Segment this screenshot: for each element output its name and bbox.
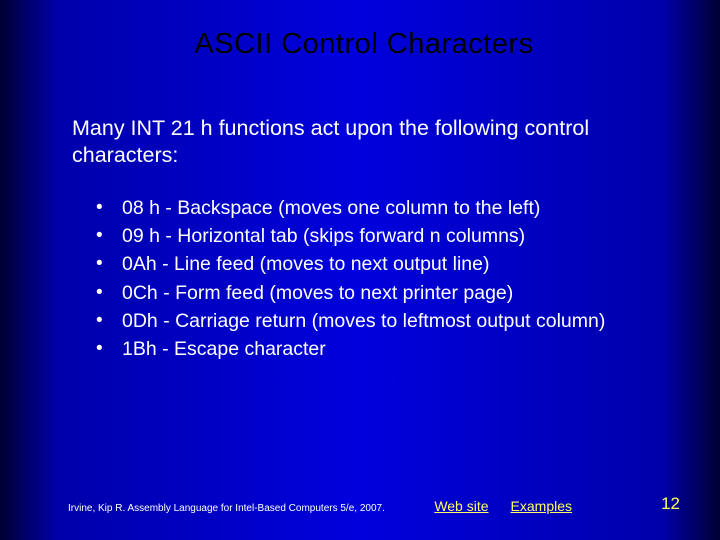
list-item: 0Ch - Form feed (moves to next printer p… — [96, 280, 660, 306]
list-item: 0Dh - Carriage return (moves to leftmost… — [96, 308, 660, 334]
footer-links: Web site Examples — [434, 498, 572, 514]
list-item: 0Ah - Line feed (moves to next output li… — [96, 251, 660, 277]
slide: ASCII Control Characters Many INT 21 h f… — [0, 0, 720, 540]
page-number: 12 — [661, 494, 680, 514]
citation-text: Irvine, Kip R. Assembly Language for Int… — [68, 503, 385, 514]
intro-paragraph: Many INT 21 h functions act upon the fol… — [72, 115, 660, 169]
slide-title: ASCII Control Characters — [68, 28, 660, 61]
bullet-list: 08 h - Backspace (moves one column to th… — [96, 195, 660, 363]
list-item: 08 h - Backspace (moves one column to th… — [96, 195, 660, 221]
list-item: 09 h - Horizontal tab (skips forward n c… — [96, 223, 660, 249]
website-link[interactable]: Web site — [434, 498, 488, 514]
list-item: 1Bh - Escape character — [96, 336, 660, 362]
footer: Irvine, Kip R. Assembly Language for Int… — [68, 498, 682, 514]
examples-link[interactable]: Examples — [511, 498, 572, 514]
